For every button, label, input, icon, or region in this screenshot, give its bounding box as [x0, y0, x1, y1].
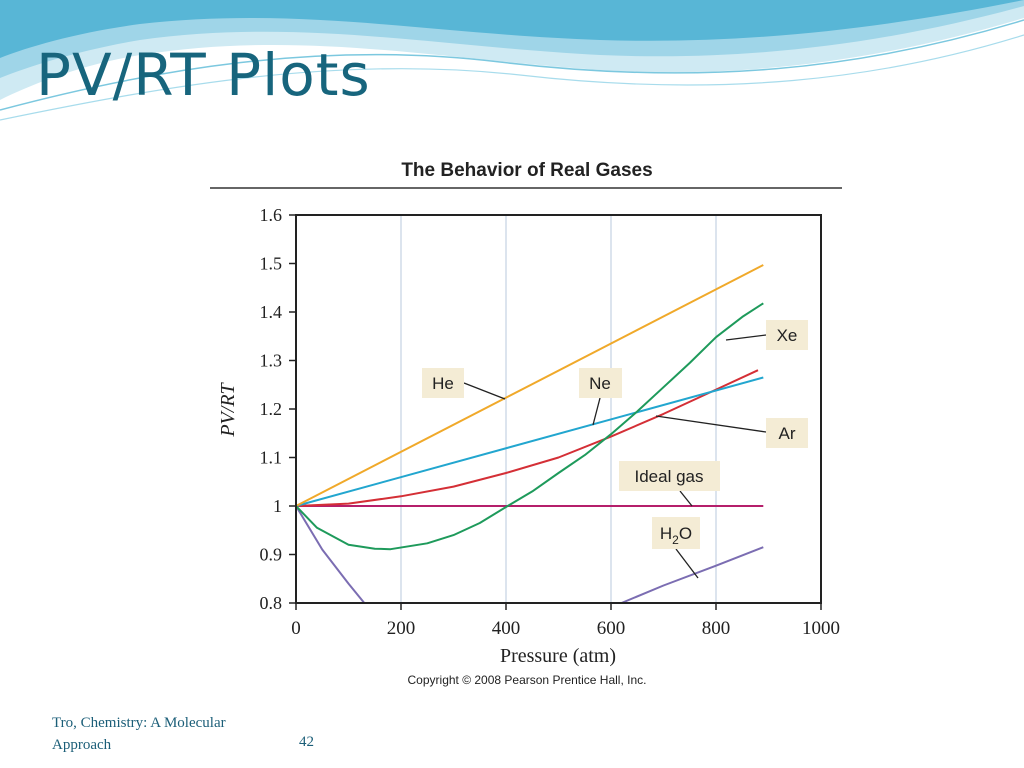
- y-tick-label: 1.5: [260, 254, 283, 274]
- label-box-he: [422, 368, 464, 398]
- y-tick-label: 0.8: [260, 593, 283, 613]
- label-box-ideal-gas: [619, 461, 720, 491]
- series-line-he: [295, 264, 764, 507]
- y-tick-label: 1.3: [260, 351, 283, 371]
- y-tick-label: 1.2: [260, 399, 283, 419]
- leader-line-xe: [725, 334, 767, 341]
- x-tick-label: 200: [387, 618, 416, 639]
- x-tick-label: 0: [291, 618, 301, 639]
- series-label-ar: Ar: [779, 424, 796, 443]
- chart-title: The Behavior of Real Gases: [401, 160, 652, 181]
- series-line-ne: [295, 376, 764, 507]
- x-tick-label: 400: [492, 618, 521, 639]
- x-tick-label: 1000: [802, 618, 840, 639]
- grid-layer: [400, 215, 717, 603]
- y-axis-label: PV/RT: [217, 381, 239, 437]
- series-label-ne: Ne: [589, 374, 611, 393]
- series-label-ideal-gas: Ideal gas: [635, 467, 704, 486]
- label-box-h2o: [652, 517, 700, 549]
- slide-title: PV/RT Plots: [36, 41, 371, 109]
- y-tick-label: 1.4: [260, 302, 283, 322]
- series-line-ar: [295, 369, 759, 507]
- tick-layer: 0 200 400 600 800 1000 0.8 0.9 1 1.1 1.2 1.3 1.4 1.5 1…: [260, 205, 841, 639]
- wave-line-1: [0, 19, 1024, 111]
- y-tick-label: 1: [273, 496, 282, 516]
- series-line-xe: [295, 302, 764, 551]
- wave-band-dark: [0, 0, 1024, 58]
- label-box-ne: [579, 368, 622, 398]
- plot-frame: [295, 214, 822, 604]
- series-label-layer: He Ne Xe Ar Ideal gas H2O: [422, 320, 808, 579]
- series-label-xe: Xe: [777, 326, 798, 345]
- slide-number: 42: [299, 734, 314, 750]
- leader-line-ar: [655, 415, 767, 433]
- label-box-ar: [766, 418, 808, 448]
- leader-line-ne: [592, 397, 601, 426]
- wave-line-2: [0, 34, 1024, 121]
- copyright-note: Copyright © 2008 Pearson Prentice Hall, …: [408, 673, 647, 687]
- series-label-h2o: H2O: [660, 524, 692, 547]
- series-label-he: He: [432, 374, 454, 393]
- y-tick-label: 1.1: [260, 448, 283, 468]
- leader-line-ideal-gas: [679, 490, 693, 507]
- series-line-h2o-high-pressure: [621, 546, 764, 604]
- leader-line-h2o: [675, 548, 699, 579]
- x-tick-label: 800: [702, 618, 731, 639]
- x-axis-label: Pressure (atm): [500, 645, 616, 667]
- label-box-xe: [766, 320, 808, 350]
- series-layer: [295, 264, 764, 604]
- header-wave-decoration: [0, 0, 1024, 121]
- x-tick-label: 600: [597, 618, 626, 639]
- series-line-h2o-low-pressure: [295, 505, 366, 604]
- y-tick-label: 1.6: [260, 205, 283, 225]
- y-tick-label: 0.9: [260, 545, 283, 565]
- leader-line-he: [463, 382, 506, 400]
- footer-source: Tro, Chemistry: A Molecular Approach: [52, 715, 226, 753]
